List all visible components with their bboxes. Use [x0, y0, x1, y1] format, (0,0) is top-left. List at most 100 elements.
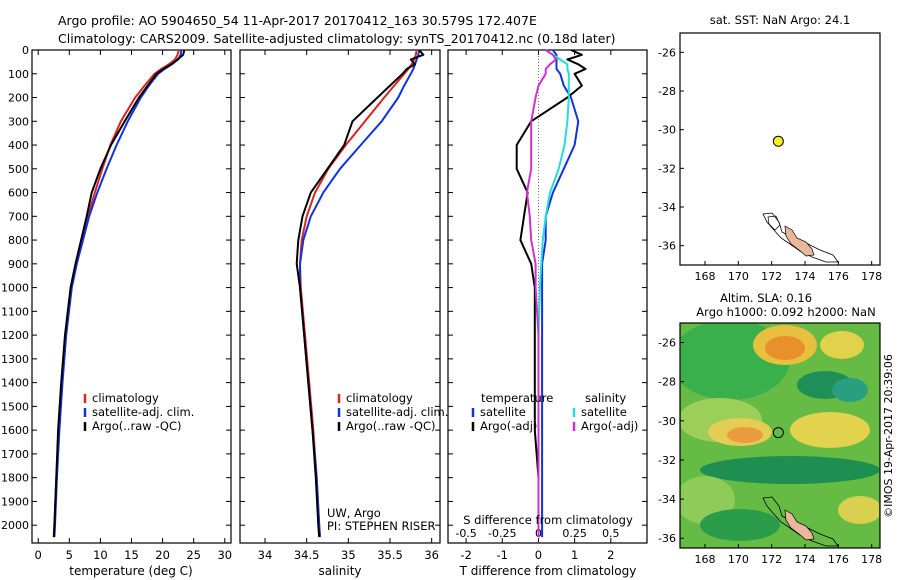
y-tick-label: 0: [22, 44, 29, 57]
series-line-satellite-adj--clim-: [299, 49, 421, 538]
legend-header-temperature: temperature: [481, 391, 553, 405]
legend-label: satellite-adj. clim.: [346, 405, 448, 419]
x-tick-label: 35: [341, 548, 356, 562]
map-y-tick-label: -30: [658, 415, 676, 428]
x-tick-label: -1: [497, 548, 508, 562]
x-tick-label: 5: [66, 548, 73, 562]
top-axis-tick-label: 0.5: [602, 527, 620, 540]
sla-map-landmass: [784, 509, 815, 541]
legend-label: climatology: [92, 391, 159, 405]
series-line-climatology: [52, 49, 180, 538]
sla-yellow-patch: [790, 412, 870, 448]
sla-orange-patch: [765, 336, 805, 360]
map-x-tick-label: 176: [828, 553, 849, 566]
legend-label: climatology: [346, 391, 413, 405]
y-tick-label: 700: [8, 210, 29, 223]
legend-label: Argo(..raw -QC): [92, 419, 182, 433]
salinity-plot: 34 34.5 35 35.5 36 climatologysatellite-adj. …: [240, 49, 448, 562]
y-tick-label: 1000: [1, 282, 29, 295]
map-y-tick-label: -28: [658, 85, 676, 98]
legend-label: satellite: [480, 405, 526, 419]
top-axis-tick-label: -0.5: [455, 527, 476, 540]
x-tick-label: 30: [217, 548, 232, 562]
x-tick-label: 20: [155, 548, 170, 562]
temperature-plot: 0 5 10 15 20 25 300100200300400500600700800900…: [1, 44, 232, 562]
y-tick-label: 1200: [1, 329, 29, 342]
top-axis-tick-label: -0.25: [488, 527, 516, 540]
imos-credit-label: ©IMOS 19-Apr-2017 20:39:06: [882, 354, 895, 518]
map-y-tick-label: -32: [658, 162, 676, 175]
legend-label: satellite-adj. clim.: [92, 405, 194, 419]
sst-map-island-outline: [767, 215, 781, 231]
y-tick-label: 1600: [1, 424, 29, 437]
series-line-climatology: [299, 49, 418, 538]
series-line-argo---raw--qc-: [52, 49, 186, 538]
sla-yellow-patch: [820, 331, 864, 359]
map-y-tick-label: -26: [658, 337, 676, 350]
map-x-tick-label: 174: [795, 270, 816, 283]
y-tick-label: 1300: [1, 353, 29, 366]
y-tick-label: 1100: [1, 305, 29, 318]
map-x-tick-label: 172: [761, 553, 782, 566]
y-tick-label: 1900: [1, 495, 29, 508]
x-tick-label: 35.5: [377, 548, 403, 562]
series-line-argo---raw--qc-: [295, 49, 425, 538]
y-tick-label: 1500: [1, 400, 29, 413]
y-tick-label: 400: [8, 139, 29, 152]
s-difference-axis-label: S difference from climatology: [463, 513, 633, 527]
sla-orange-patch: [727, 427, 763, 443]
x-tick-label: 2: [607, 548, 614, 562]
series-line-satellite-adj--clim-: [53, 49, 183, 538]
figure-title-line2: Climatology: CARS2009. Satellite-adjuste…: [58, 31, 615, 46]
sla-map: [681, 324, 879, 547]
x-tick-label: 34: [258, 548, 273, 562]
y-tick-label: 800: [8, 234, 29, 247]
series-line-argo--adj-: [525, 49, 557, 538]
x-tick-label: 34.5: [294, 548, 320, 562]
series-line-satellite: [541, 49, 580, 538]
sst-map-landmass: [784, 225, 815, 257]
map-axes: 168 170 172 174 176 178 -26 -28 -30 -32 -34 -36 168 1…: [658, 46, 882, 566]
temperature-axis-label: temperature (deg C): [69, 564, 192, 578]
y-tick-label: 1700: [1, 448, 29, 461]
sla-map-title-line1: Altim. SLA: 0.16: [720, 291, 812, 305]
x-tick-label: 36: [424, 548, 439, 562]
x-tick-label: 15: [124, 548, 139, 562]
map-y-tick-label: -30: [658, 124, 676, 137]
salinity-annotation-line1: UW, Argo: [327, 506, 381, 520]
map-x-tick-label: 170: [728, 553, 749, 566]
map-y-tick-label: -26: [658, 46, 676, 59]
map-y-tick-label: -32: [658, 454, 676, 467]
difference-plot-frame: [447, 49, 648, 544]
map-x-tick-label: 170: [728, 270, 749, 283]
map-y-tick-label: -36: [658, 532, 676, 545]
x-tick-label: 0: [35, 548, 42, 562]
y-tick-label: 200: [8, 92, 29, 105]
sst-map-coastline: [762, 212, 839, 263]
map-y-tick-label: -36: [658, 240, 676, 253]
sst-map: [762, 212, 839, 263]
sla-teal-patch: [832, 378, 868, 402]
x-tick-label: 10: [93, 548, 108, 562]
legend-label: Argo(-adj): [581, 419, 638, 433]
x-tick-label: -2: [460, 548, 471, 562]
y-tick-label: 1400: [1, 377, 29, 390]
salinity-axis-label: salinity: [318, 564, 361, 578]
t-difference-axis-label: T difference from climatology: [459, 564, 637, 578]
sst-map-title: sat. SST: NaN Argo: 24.1: [710, 13, 851, 27]
map-x-tick-label: 168: [695, 270, 716, 283]
map-x-tick-label: 176: [828, 270, 849, 283]
y-tick-label: 2000: [1, 519, 29, 532]
series-line-argo--adj-: [515, 49, 587, 538]
map-x-tick-label: 168: [695, 553, 716, 566]
argo-float-position-marker: [772, 427, 784, 439]
top-axis-tick-label: 0.25: [562, 527, 587, 540]
sla-dark-green-patch: [700, 509, 780, 541]
sla-dark-green-patch: [700, 456, 879, 484]
sla-map-title-line2: Argo h1000: 0.092 h2000: NaN: [696, 305, 875, 319]
map-x-tick-label: 178: [861, 270, 882, 283]
y-tick-label: 100: [8, 68, 29, 81]
figure-title-line1: Argo profile: AO 5904650_54 11-Apr-2017 …: [58, 13, 537, 28]
